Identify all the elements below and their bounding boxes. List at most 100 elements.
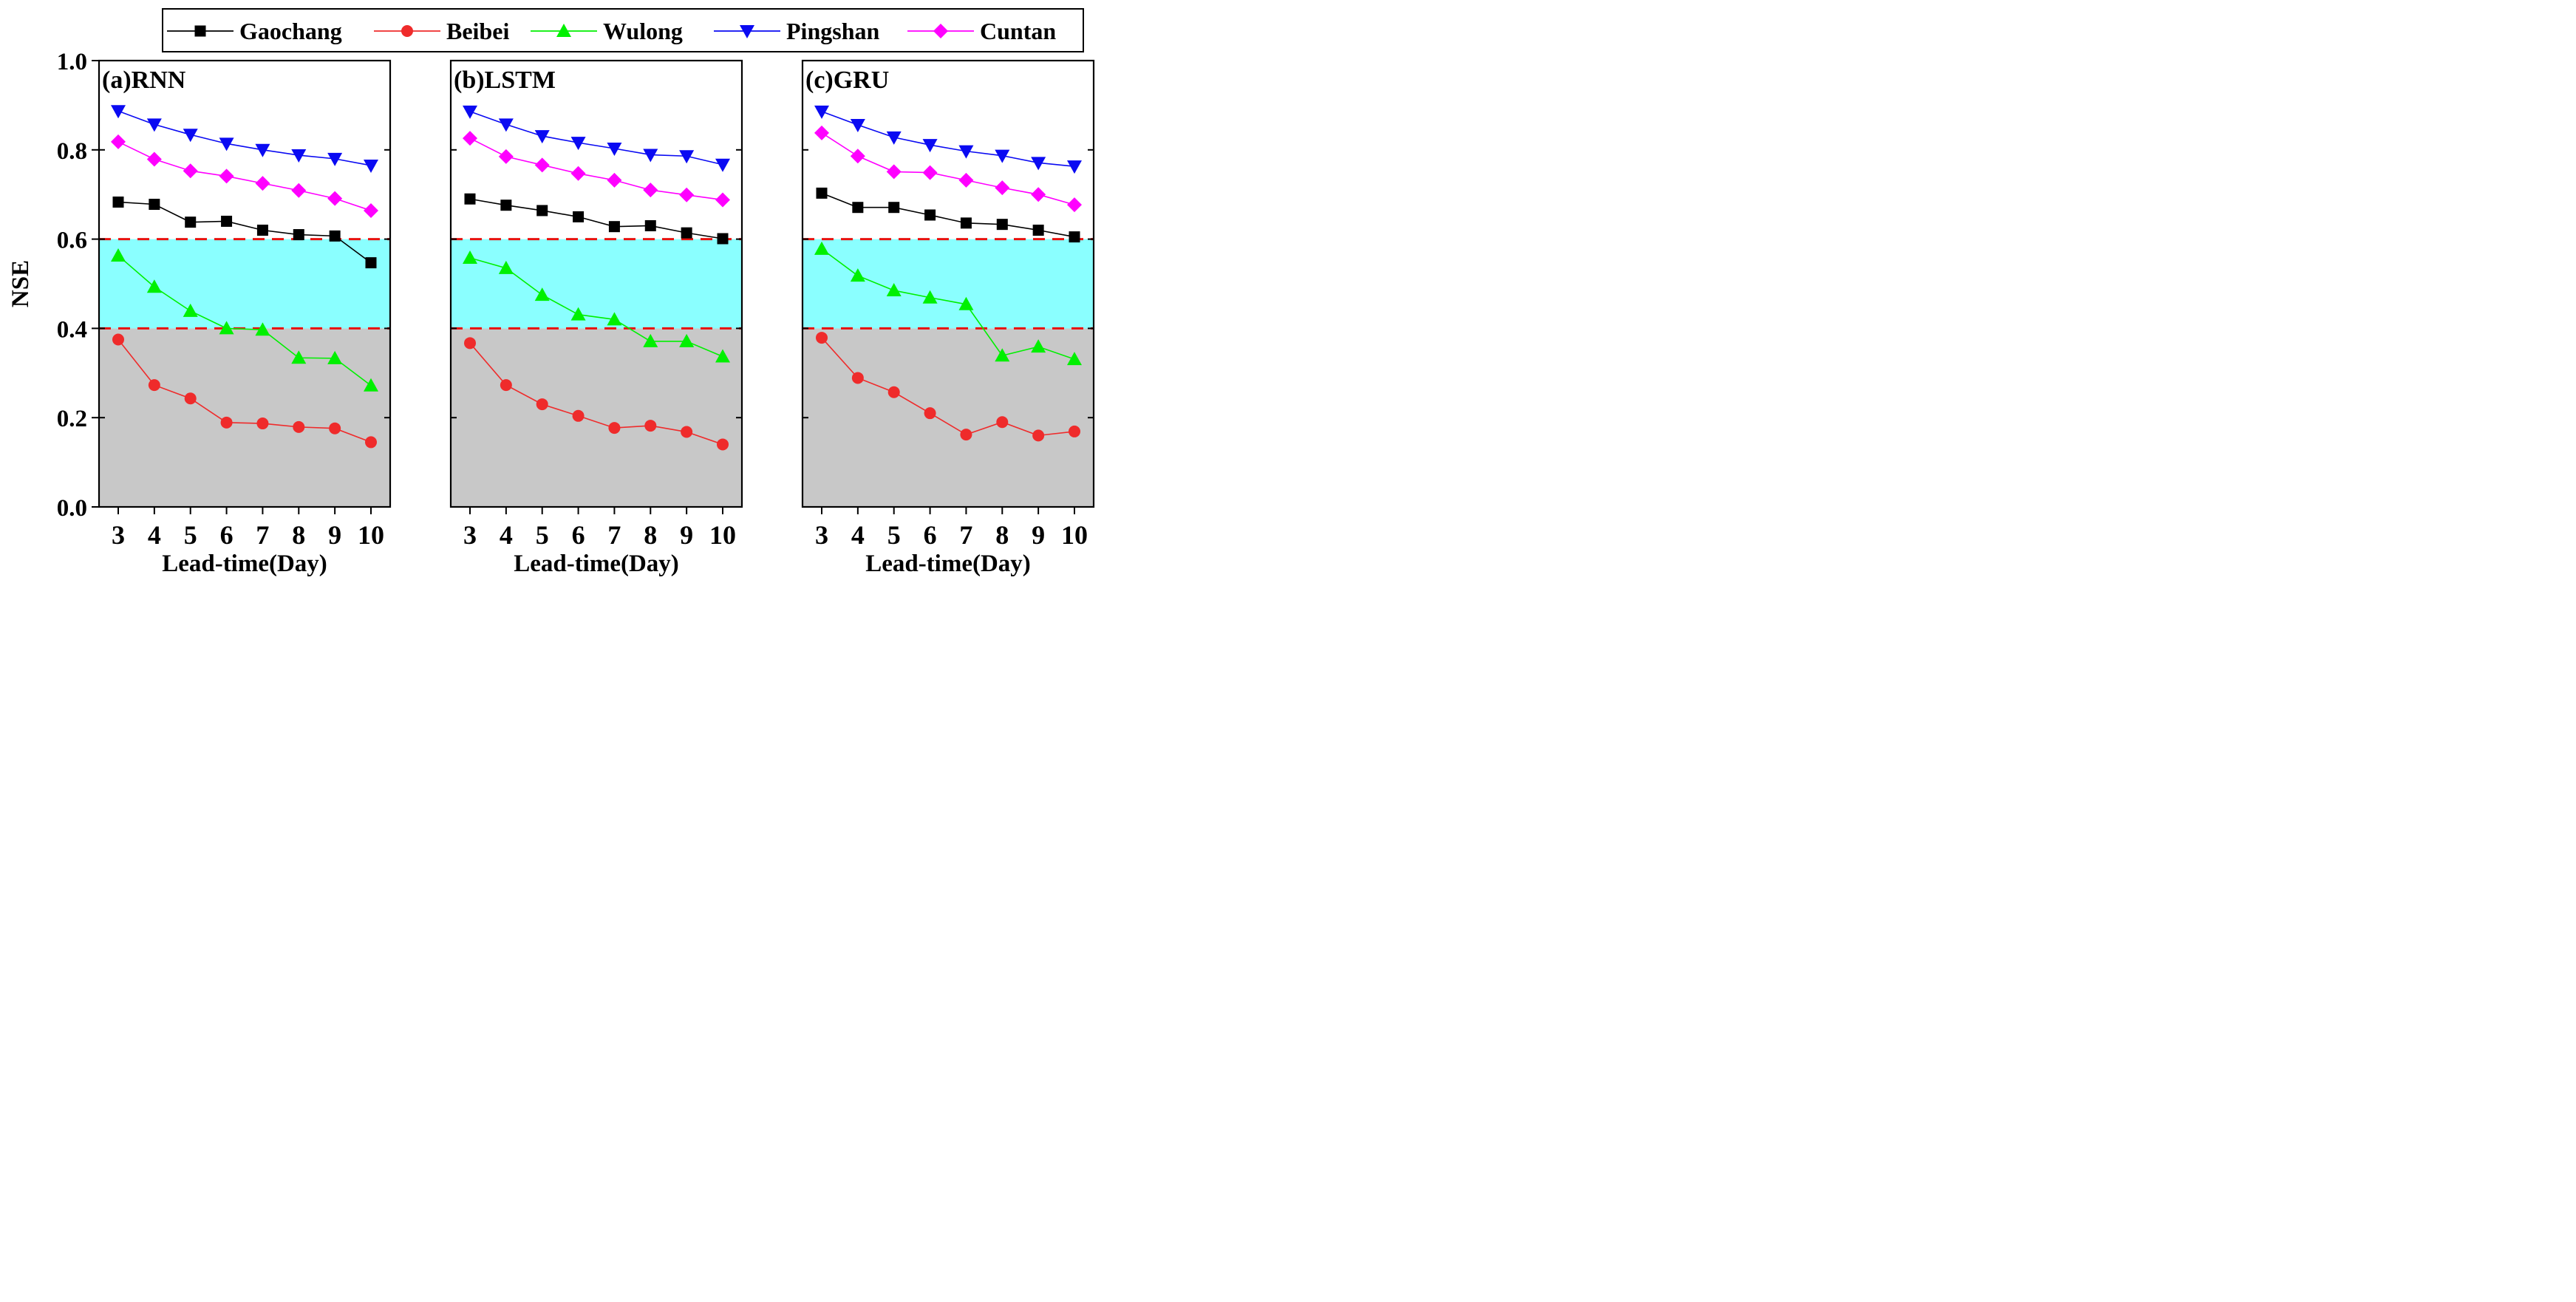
y-tick-label: 0.0 [57,495,87,522]
x-tick-label: 9 [1032,520,1045,550]
data-point [500,200,512,211]
series-beibei [112,333,377,449]
series-pingshan [463,105,730,172]
series-cuntan [463,131,730,208]
panel-title: (c)GRU [805,67,889,94]
x-tick-label: 5 [887,520,901,550]
x-tick-label: 4 [851,520,865,550]
unsatisfactory-band [451,328,742,507]
data-point [995,180,1010,196]
series-line [821,192,1075,238]
data-point [717,438,729,451]
data-point [1031,157,1046,171]
data-point [1067,197,1082,213]
data-point [536,205,548,217]
panel-title: (b)LSTM [454,67,556,94]
x-tick-label: 4 [148,520,161,550]
data-point [573,211,585,222]
legend-marker [401,25,413,37]
data-point [327,350,343,364]
data-point [814,125,829,140]
data-point [814,105,829,119]
data-point [681,426,693,438]
data-point [256,225,268,236]
data-point [608,221,620,233]
data-point [1031,339,1046,353]
data-point [679,333,695,347]
x-tick-label: 10 [709,520,736,550]
data-point [498,118,514,132]
data-point [643,183,658,198]
data-point [924,209,936,221]
series-line [117,201,372,264]
panel-blstm: 3 4 5 6 7 8 9 10 (b)LSTM Lead-time(Day) [449,59,743,577]
satisfactory-band [451,239,742,329]
data-point [291,183,307,198]
data-point [679,150,695,164]
plot-frame [98,59,392,508]
data-point [534,130,550,144]
data-point [887,386,900,398]
data-point [922,165,938,180]
data-point [534,287,550,301]
series-wulong [111,248,378,392]
data-point [814,241,829,255]
legend: Gaochang Beibei Wulong Pingshan Cuntan [162,8,1084,52]
legend-label: Wulong [603,18,683,44]
legend-label: Gaochang [239,18,342,44]
x-tick-label: 8 [995,520,1009,550]
series-gaochang [112,196,377,269]
satisfactory-band [803,239,1094,329]
data-point [643,333,658,347]
data-point [958,296,974,310]
data-point [996,219,1008,231]
data-point [570,137,586,151]
x-axis-title: Lead-time(Day) [865,551,1031,577]
data-point [185,217,197,228]
legend-marker [933,24,948,38]
y-tick-label: 0.8 [57,138,87,165]
data-point [715,192,730,208]
data-point [498,260,514,274]
data-point [922,290,938,304]
data-point [291,350,307,364]
data-point [183,303,198,317]
data-point [1069,231,1080,243]
plot-frame [801,59,1095,508]
data-point [364,202,378,218]
data-point [183,163,198,179]
data-point [463,250,477,264]
data-point [463,131,477,146]
data-point [1067,352,1082,366]
data-point [572,409,585,422]
data-point [715,158,730,172]
panel-title: (a)RNN [102,67,186,94]
data-point [715,349,730,363]
series-wulong [463,250,730,363]
data-point [816,187,828,199]
data-point [851,372,864,384]
y-tick-label: 1.0 [57,49,87,75]
data-point [183,129,198,143]
x-tick-label: 4 [500,520,513,550]
data-point [852,202,864,214]
x-tick-label: 8 [292,520,305,550]
x-tick-label: 9 [680,520,693,550]
series-gaochang [816,187,1080,243]
data-point [255,176,270,191]
data-point [850,268,865,282]
data-point [146,151,162,167]
x-tick-label: 7 [959,520,972,550]
x-tick-label: 5 [184,520,197,550]
data-point [293,420,305,433]
data-point [255,143,270,157]
legend-item-beibei: Beibei [374,18,509,44]
data-point [886,131,902,145]
legend-label: Pingshan [786,18,879,44]
x-tick-label: 3 [815,520,828,550]
data-point [327,152,343,166]
data-point [886,164,902,180]
series-line [469,198,723,239]
data-point [816,332,828,344]
